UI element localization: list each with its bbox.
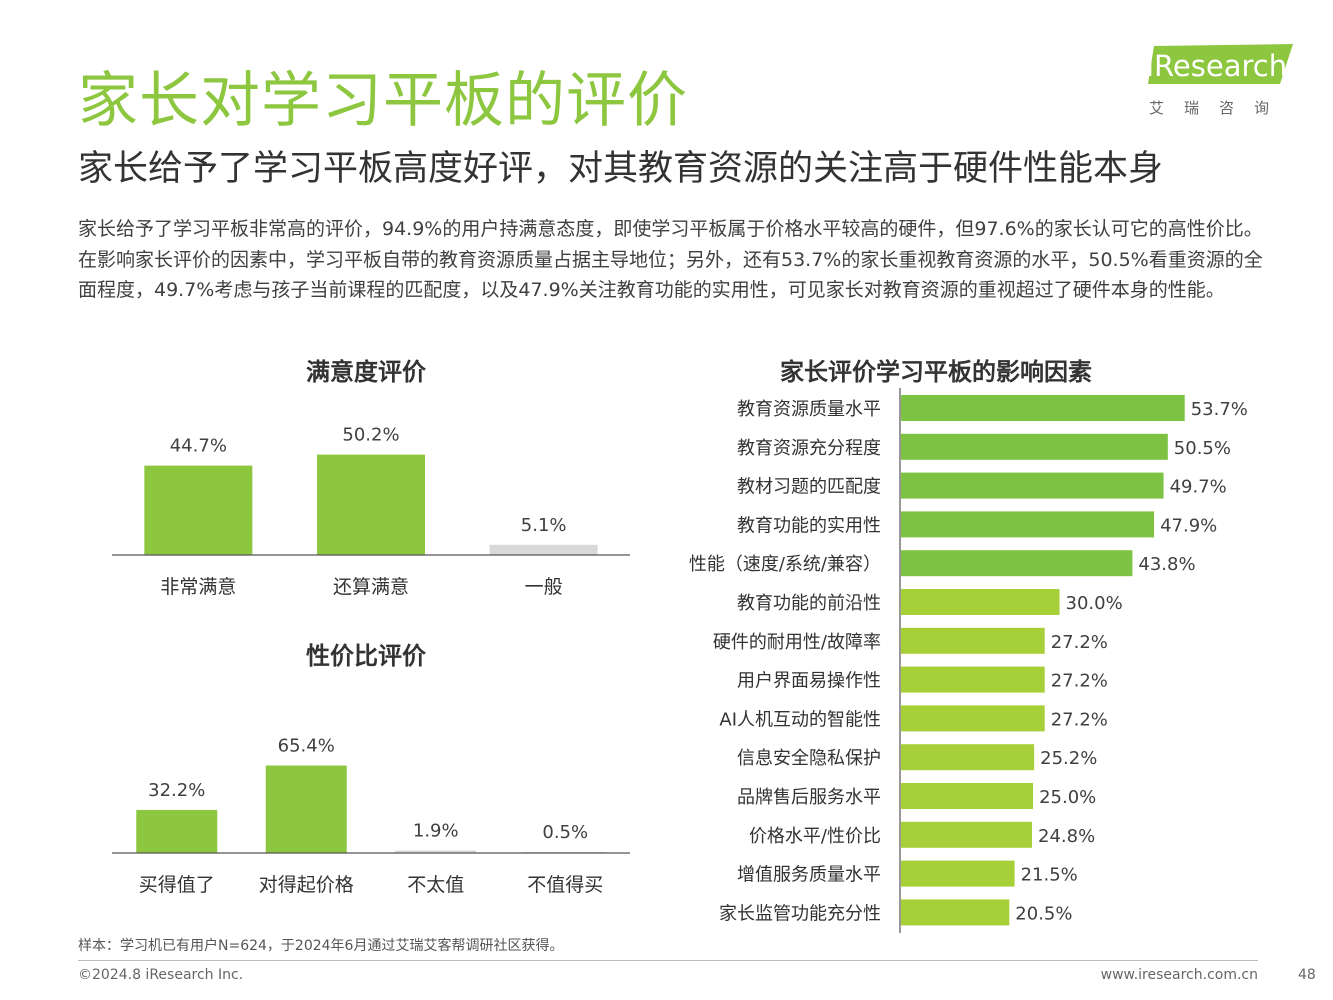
bar	[317, 454, 425, 555]
bar	[901, 860, 1015, 887]
category-label: 性能（速度/系统/兼容）	[689, 554, 881, 575]
logo-brand-text: iResearch	[1146, 49, 1288, 83]
data-label: 24.8%	[1038, 826, 1095, 847]
data-label: 50.2%	[342, 425, 399, 446]
data-label: 30.0%	[1066, 593, 1123, 614]
data-label: 49.7%	[1170, 477, 1227, 498]
sample-footnote: 样本：学习机已有用户N=624，于2024年6月通过艾瑞艾客帮调研社区获得。	[78, 938, 564, 954]
data-label: 27.2%	[1051, 709, 1108, 730]
iresearch-logo: iResearch 艾瑞咨询	[1140, 40, 1300, 120]
bar	[901, 821, 1033, 848]
category-label: 家长监管功能充分性	[719, 903, 881, 924]
page-number: 48	[1298, 967, 1316, 983]
page-subtitle: 家长给予了学习平板高度好评，对其教育资源的关注高于硬件性能本身	[78, 149, 1164, 189]
category-label: 教材习题的匹配度	[737, 477, 881, 498]
category-label: 不值得买	[527, 874, 603, 896]
category-label: 对得起价格	[259, 874, 354, 896]
bar	[901, 783, 1034, 809]
category-label: AI人机互动的智能性	[719, 709, 881, 730]
bar	[901, 472, 1164, 499]
value-chart-title: 性价比评价	[306, 642, 426, 670]
data-label: 50.5%	[1174, 438, 1231, 459]
value-for-money-chart: 32.2% 买得值了 65.4% 对得起价格 1.9% 不太值 0.5% 不值得买	[112, 736, 630, 896]
logo-chinese-text: 艾瑞咨询	[1149, 99, 1290, 117]
bar	[901, 433, 1168, 460]
category-label: 不太值	[407, 874, 464, 896]
data-label: 1.9%	[413, 820, 459, 841]
data-label: 0.5%	[542, 822, 588, 843]
data-label: 27.2%	[1051, 671, 1108, 692]
bar	[901, 589, 1060, 615]
data-label: 27.2%	[1051, 632, 1108, 653]
data-label: 65.4%	[278, 736, 335, 757]
data-label: 25.0%	[1039, 787, 1096, 808]
bar	[395, 850, 477, 853]
bar	[901, 899, 1010, 926]
data-label: 47.9%	[1160, 515, 1217, 536]
data-label: 44.7%	[170, 436, 227, 457]
summary-paragraph: 家长给予了学习平板非常高的评价，94.9%的用户持满意态度，即使学习平板属于价格…	[78, 218, 1263, 301]
category-label: 品牌售后服务水平	[737, 787, 881, 808]
data-label: 25.2%	[1040, 748, 1097, 769]
data-label: 53.7%	[1191, 399, 1248, 420]
bar	[901, 627, 1045, 654]
category-label: 信息安全隐私保护	[737, 748, 881, 769]
category-label: 教育功能的实用性	[737, 515, 881, 536]
category-label: 教育功能的前沿性	[737, 593, 881, 614]
footer-divider	[78, 960, 1258, 961]
bar	[901, 511, 1155, 538]
data-label: 32.2%	[148, 780, 205, 801]
factors-chart-title: 家长评价学习平板的影响因素	[780, 358, 1092, 386]
bar	[144, 465, 253, 555]
category-label: 买得值了	[139, 874, 215, 896]
category-label: 价格水平/性价比	[749, 826, 881, 847]
data-label: 20.5%	[1015, 903, 1072, 924]
bar	[901, 666, 1045, 693]
bar	[489, 544, 598, 555]
category-label: 非常满意	[160, 576, 236, 598]
data-label: 21.5%	[1021, 865, 1078, 886]
satisfaction-chart: 44.7% 非常满意 50.2% 还算满意 5.1% 一般	[112, 425, 630, 598]
page-title: 家长对学习平板的评价	[78, 66, 688, 136]
category-label: 还算满意	[333, 576, 409, 598]
category-label: 用户界面易操作性	[737, 671, 881, 692]
bar	[901, 550, 1133, 577]
bar	[136, 809, 218, 853]
bar	[901, 744, 1035, 771]
category-label: 一般	[525, 576, 563, 598]
bar	[901, 395, 1185, 421]
data-label: 5.1%	[521, 515, 567, 536]
category-label: 教育资源充分程度	[737, 438, 881, 459]
data-label: 43.8%	[1138, 554, 1195, 575]
category-label: 增值服务质量水平	[737, 865, 881, 886]
bar	[901, 705, 1045, 732]
category-label: 教育资源质量水平	[737, 399, 881, 420]
influence-factors-chart: 53.7% 教育资源质量水平 50.5% 教育资源充分程度 49.7% 教材习题的匹配度 4…	[689, 388, 1248, 933]
bar	[265, 765, 347, 853]
website-link[interactable]: www.iresearch.com.cn	[1100, 967, 1258, 983]
category-label: 硬件的耐用性/故障率	[713, 632, 881, 653]
copyright: ©2024.8 iResearch Inc.	[78, 967, 244, 983]
logo-shape	[1148, 44, 1293, 84]
satisfaction-chart-title: 满意度评价	[306, 358, 426, 386]
